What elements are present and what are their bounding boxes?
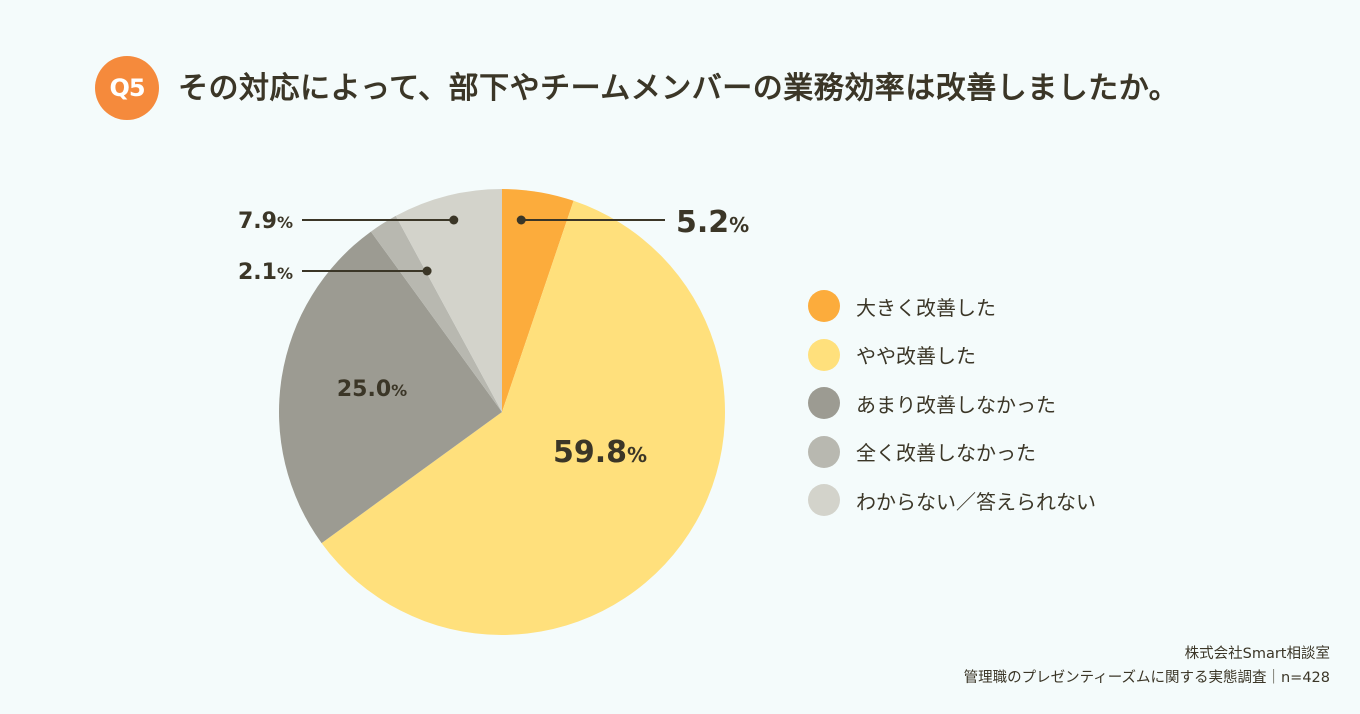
legend-label: 全く改善しなかった: [856, 441, 1036, 466]
chart-title: その対応によって、部下やチームメンバーの業務効率は改善しましたか。: [178, 71, 1180, 106]
pie-leader-lines: [302, 215, 665, 276]
legend-item: やや改善した: [808, 331, 1096, 380]
pie-slice: [278, 231, 502, 544]
pie-slice: [370, 215, 502, 412]
legend-swatch: [808, 338, 840, 371]
pie-slice: [502, 189, 574, 412]
legend: 大きく改善した やや改善したあまり改善しなかった 全く改善しなかったわからない／答え…: [808, 282, 1096, 525]
pie-slice: [321, 200, 725, 636]
legend-swatch: [808, 435, 840, 468]
leader-dot: [449, 215, 459, 225]
source-note: 株式会社Smart相談室 管理職のプレゼンティーズムに関する実態調査｜n=428: [964, 642, 1330, 690]
legend-label: わからない／答えられない: [856, 489, 1096, 514]
data-label: 59.8%: [553, 435, 647, 470]
legend-label: あまり改善しなかった: [856, 392, 1056, 417]
legend-label: 大きく改善した: [856, 295, 996, 320]
question-badge: Q5: [95, 56, 159, 120]
legend-swatch: [808, 484, 840, 517]
legend-item: 大きく改善した: [808, 282, 1096, 331]
leader-dot: [422, 266, 432, 276]
legend-label: やや改善した: [856, 344, 976, 369]
data-label: 2.1%: [238, 260, 293, 285]
source-survey: 管理職のプレゼンティーズムに関する実態調査｜n=428: [963, 670, 1330, 686]
leader-dot: [516, 215, 526, 225]
data-label: 5.2%: [676, 205, 749, 240]
pie-slices: [278, 189, 725, 636]
source-company: 株式会社Smart相談室: [1184, 646, 1330, 662]
legend-item: あまり改善しなかった: [808, 379, 1096, 428]
legend-item: 全く改善しなかった: [808, 428, 1096, 477]
pie-slice: [395, 189, 502, 412]
data-label: 7.9%: [238, 209, 293, 234]
pie-data-labels: 5.2% 59.8% 25.0% 2.1% 7.9%: [238, 205, 749, 470]
data-label: 25.0%: [337, 377, 407, 402]
legend-swatch: [808, 290, 840, 323]
legend-item: わからない／答えられない: [808, 476, 1096, 525]
legend-swatch: [808, 387, 840, 420]
